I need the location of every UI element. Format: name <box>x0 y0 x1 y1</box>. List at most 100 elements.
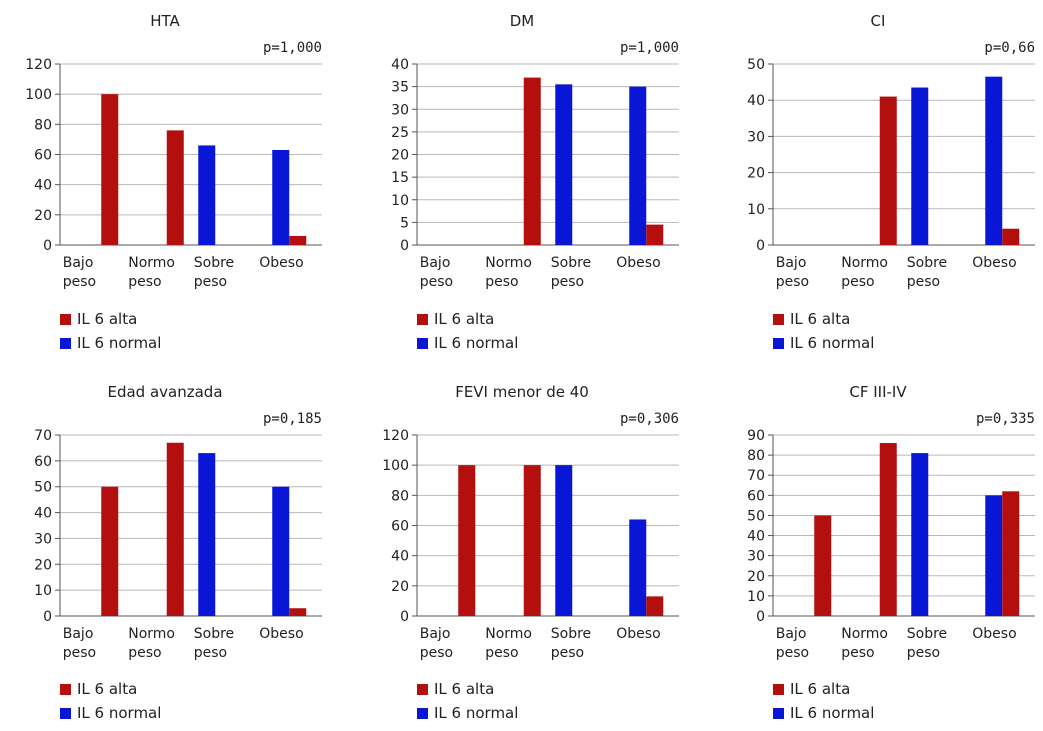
x-tick-label: Obeso <box>259 626 303 642</box>
bar-il6-normal <box>985 495 1003 616</box>
y-tick-label: 60 <box>747 488 765 504</box>
legend: IL 6 alta IL 6 normal <box>773 307 874 355</box>
bar-il6-normal <box>985 76 1003 245</box>
x-tick-label: Bajo <box>63 255 94 271</box>
x-tick-label: Normo <box>485 626 532 642</box>
y-tick-label: 0 <box>756 609 765 625</box>
bar-il6-normal <box>555 465 573 616</box>
x-tick-label: Sobre <box>194 626 234 642</box>
legend-item-normal: IL 6 normal <box>417 701 518 725</box>
x-tick-label-line2: peso <box>128 645 161 661</box>
bar-il6-alta <box>523 77 541 245</box>
bar-il6-alta <box>1002 491 1020 616</box>
y-tick-label: 60 <box>34 148 52 164</box>
chart-title: CF III-IV <box>849 383 907 401</box>
x-tick-label: Normo <box>128 255 175 271</box>
chart-panel-dm: DM p=1,000 0 5 10 15 20 25 30 35 40 Bajo peso Normo p… <box>357 0 687 360</box>
legend-item-normal: IL 6 normal <box>60 331 161 355</box>
y-tick-label: 80 <box>391 488 409 504</box>
x-tick-label: Obeso <box>972 255 1016 271</box>
y-tick-label: 10 <box>747 202 765 218</box>
legend: IL 6 alta IL 6 normal <box>417 307 518 355</box>
legend-label-alta: IL 6 alta <box>790 310 851 328</box>
legend-swatch-normal <box>773 707 784 719</box>
x-tick-label: Obeso <box>972 626 1016 642</box>
bar-il6-normal <box>198 145 216 245</box>
legend-label-alta: IL 6 alta <box>434 310 495 328</box>
x-tick-label-line2: peso <box>63 645 96 661</box>
y-tick-label: 20 <box>391 148 409 164</box>
legend-label-alta: IL 6 alta <box>77 680 138 698</box>
bar-il6-alta <box>101 486 119 616</box>
legend-swatch-normal <box>417 337 428 349</box>
x-tick-label-line2: peso <box>841 274 874 290</box>
legend-item-alta: IL 6 alta <box>773 307 874 331</box>
y-tick-label: 0 <box>400 238 409 254</box>
y-tick-label: 30 <box>34 531 52 547</box>
y-tick-label: 40 <box>747 529 765 545</box>
x-tick-label-line2: peso <box>551 274 584 290</box>
chart-svg: p=0,306 0 20 40 60 80 100 120 Bajo peso Normo peso S… <box>382 411 679 661</box>
legend-item-alta: IL 6 alta <box>60 677 161 701</box>
legend: IL 6 alta IL 6 normal <box>417 677 518 725</box>
legend-item-alta: IL 6 alta <box>60 307 161 331</box>
legend-item-normal: IL 6 normal <box>773 701 874 725</box>
y-tick-label: 20 <box>34 208 52 224</box>
legend-label-normal: IL 6 normal <box>77 334 162 352</box>
bar-il6-alta <box>523 465 541 616</box>
x-tick-label-line2: peso <box>776 645 809 661</box>
y-tick-label: 20 <box>391 579 409 595</box>
y-tick-label: 40 <box>391 57 409 73</box>
x-tick-label-line2: peso <box>63 274 96 290</box>
bar-il6-normal <box>629 519 647 616</box>
y-tick-label: 70 <box>747 468 765 484</box>
x-tick-label: Bajo <box>776 255 807 271</box>
chart-panel-edad-avanzada: Edad avanzada p=0,185 0 10 20 30 40 50 60 70 Bajo… <box>0 371 330 731</box>
legend-swatch-alta <box>773 313 784 325</box>
y-tick-label: 50 <box>747 508 765 524</box>
x-tick-label-line2: peso <box>551 645 584 661</box>
x-tick-label: Bajo <box>420 626 451 642</box>
bar-il6-alta <box>646 224 664 245</box>
bar-il6-alta <box>458 465 476 616</box>
y-tick-label: 30 <box>747 129 765 145</box>
bar-il6-normal <box>198 453 216 616</box>
legend-label-normal: IL 6 normal <box>434 704 519 722</box>
legend-label-alta: IL 6 alta <box>434 680 495 698</box>
bar-il6-normal <box>272 486 290 616</box>
y-tick-label: 80 <box>747 448 765 464</box>
y-tick-label: 80 <box>34 117 52 133</box>
y-tick-label: 15 <box>391 170 409 186</box>
y-tick-label: 60 <box>34 454 52 470</box>
chart-title: DM <box>509 12 535 30</box>
legend-item-alta: IL 6 alta <box>773 677 874 701</box>
chart-panel-hta: HTA p=1,000 0 20 40 60 80 100 120 Bajo peso Normo p… <box>0 0 330 360</box>
legend-item-normal: IL 6 normal <box>773 331 874 355</box>
x-tick-label: Sobre <box>551 626 591 642</box>
y-tick-label: 40 <box>34 178 52 194</box>
y-tick-label: 50 <box>34 480 52 496</box>
legend-label-normal: IL 6 normal <box>434 334 519 352</box>
y-tick-label: 20 <box>747 569 765 585</box>
x-tick-label: Normo <box>485 255 532 271</box>
x-tick-label-line2: peso <box>776 274 809 290</box>
bar-il6-alta <box>814 515 832 616</box>
y-tick-label: 0 <box>43 238 52 254</box>
y-tick-label: 60 <box>391 519 409 535</box>
y-tick-label: 100 <box>382 458 409 474</box>
legend-swatch-normal <box>417 707 428 719</box>
y-tick-label: 0 <box>756 238 765 254</box>
y-tick-label: 10 <box>747 589 765 605</box>
bar-il6-alta <box>1002 228 1020 245</box>
x-tick-label-line2: peso <box>485 274 518 290</box>
chart-panel-ci: CI p=0,66 0 10 20 30 40 50 Bajo peso Normo peso Sob… <box>713 0 1043 360</box>
chart-svg: p=0,335 0 10 20 30 40 50 60 70 80 90 Bajo peso Normo p… <box>747 411 1035 661</box>
chart-svg: p=0,66 0 10 20 30 40 50 Bajo peso Normo peso Sobre p… <box>747 40 1035 290</box>
y-tick-label: 70 <box>34 428 52 444</box>
chart-title: CI <box>870 12 886 30</box>
legend: IL 6 alta IL 6 normal <box>60 307 161 355</box>
x-tick-label-line2: peso <box>420 645 453 661</box>
chart-panel-fevi: FEVI menor de 40 p=0,306 0 20 40 60 80 100 120 B… <box>357 371 687 731</box>
y-tick-label: 120 <box>382 428 409 444</box>
y-tick-label: 30 <box>747 549 765 565</box>
